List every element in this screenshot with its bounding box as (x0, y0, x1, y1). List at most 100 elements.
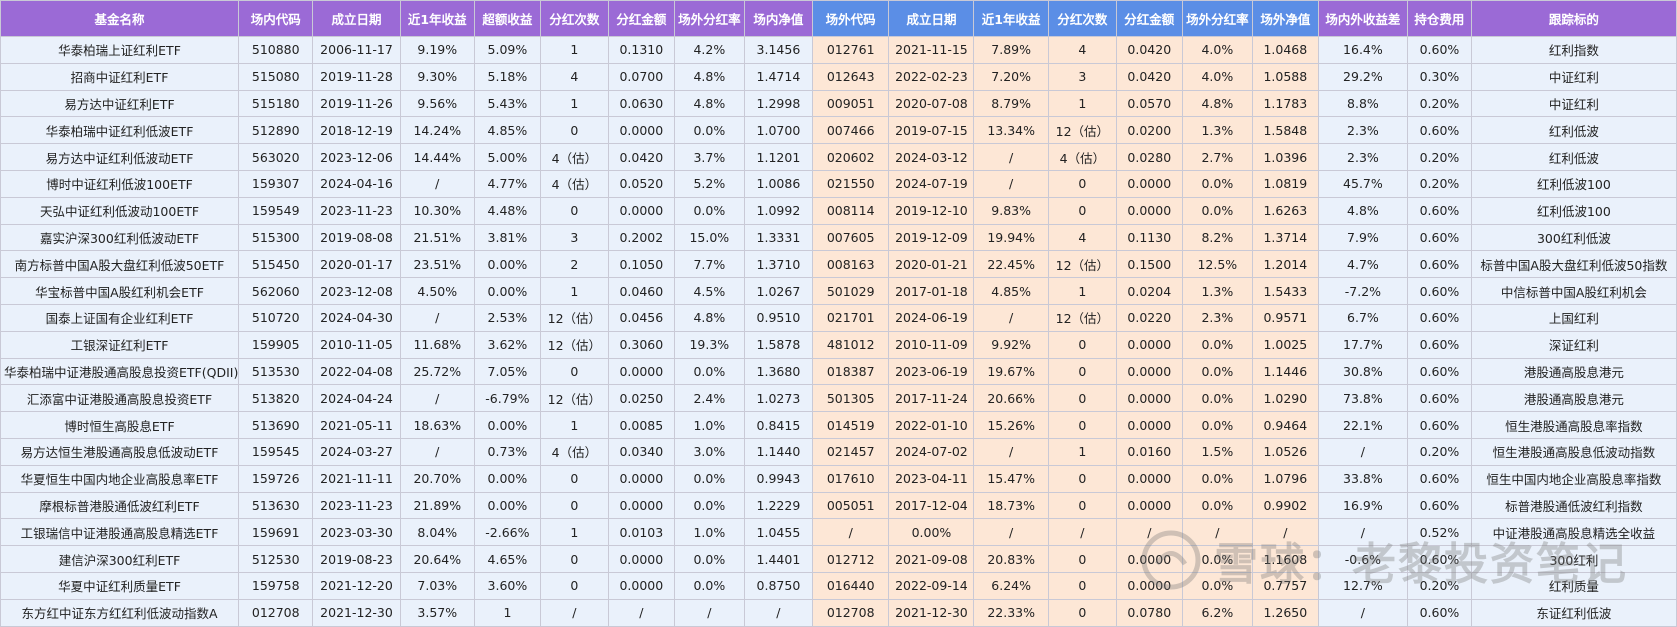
cell-excess-return: 1 (473, 598, 541, 627)
cell-onsite-code: 515450 (238, 250, 314, 279)
cell-return-spread: / (1317, 518, 1409, 547)
cell-fund-name: 华夏中证红利质量ETF (0, 571, 240, 600)
cell-onsite-nav: 1.0992 (743, 196, 813, 225)
cell-offsite-dividend-rate: 0.0% (1181, 464, 1253, 493)
cell-fund-name: 华泰柏瑞中证红利低波ETF (0, 116, 240, 145)
header-inception-date: 成立日期 (312, 0, 401, 37)
cell-offsite-nav: 0.9571 (1251, 303, 1319, 332)
cell-tracking-index: 上国红利 (1470, 303, 1677, 332)
cell-offsite-dividend-rate: / (1181, 518, 1253, 547)
cell-excess-return: 3.81% (473, 223, 541, 252)
cell-offsite-dividend-count: 1 (1047, 89, 1117, 118)
cell-fund-name: 工银深证红利ETF (0, 330, 240, 359)
cell-excess-return: 5.00% (473, 143, 541, 171)
cell-offsite-dividend-amount: 0.0570 (1115, 89, 1183, 118)
cell-offsite-1y-return: 18.73% (973, 491, 1049, 520)
cell-offsite-dividend-amount: 0.0204 (1115, 277, 1183, 305)
cell-offsite-dividend-rate: 0.0% (1181, 357, 1253, 386)
cell-holding-fee: 0.60% (1407, 116, 1472, 145)
cell-onsite-nav: 1.3710 (743, 250, 813, 279)
cell-excess-return: 2.53% (473, 303, 541, 332)
table-row: 华夏恒生中国内地企业高股息率ETF 159726 2021-11-11 20.70% 0… (0, 464, 1677, 493)
cell-onsite-code: 159307 (238, 169, 314, 198)
cell-1y-return: / (399, 384, 475, 413)
cell-1y-return: 23.51% (399, 250, 475, 279)
cell-offsite-dividend-rate: 1.0% (673, 518, 745, 547)
cell-onsite-nav: 1.0700 (743, 116, 813, 145)
cell-fund-name: 华泰柏瑞中证港股通高股息投资ETF(QDII) (0, 357, 240, 386)
cell-fund-name: 易方达中证红利低波动ETF (0, 143, 240, 171)
cell-dividend-amount: 0.0420 (607, 143, 675, 171)
cell-tracking-index: 中证红利 (1470, 89, 1677, 118)
cell-offsite-dividend-rate: 4.0% (1181, 62, 1253, 91)
cell-inception-date: 2021-12-30 (312, 598, 401, 627)
cell-offsite-dividend-amount: 0.0000 (1115, 357, 1183, 386)
cell-offsite-dividend-rate: 4.0% (1181, 36, 1253, 64)
cell-dividend-amount: 0.0520 (607, 169, 675, 198)
cell-holding-fee: 0.60% (1407, 464, 1472, 493)
cell-tracking-index: 港股通高股息港元 (1470, 384, 1677, 413)
cell-offsite-dividend-rate: 0.0% (1181, 571, 1253, 600)
cell-offsite-dividend-amount: 0.0000 (1115, 464, 1183, 493)
cell-offsite-dividend-amount: 0.0200 (1115, 116, 1183, 145)
cell-offsite-dividend-amount: 0.0000 (1115, 411, 1183, 439)
cell-onsite-code: 012708 (238, 598, 314, 627)
cell-offsite-dividend-rate: 3.0% (673, 437, 745, 466)
cell-offsite-1y-return: 20.66% (973, 384, 1049, 413)
cell-holding-fee: 0.60% (1407, 196, 1472, 225)
cell-offsite-nav: 1.6263 (1251, 196, 1319, 225)
header-dividend-count: 分红次数 (539, 0, 609, 37)
cell-offsite-1y-return: 9.92% (973, 330, 1049, 359)
cell-1y-return: 9.56% (399, 89, 475, 118)
cell-return-spread: 12.7% (1317, 571, 1409, 600)
cell-fund-name: 华宝标普中国A股红利机会ETF (0, 277, 240, 305)
table-row: 华泰柏瑞上证红利ETF 510880 2006-11-17 9.19% 5.09% 1 0.… (0, 36, 1677, 64)
cell-offsite-dividend-rate: 4.5% (673, 277, 745, 305)
cell-offsite-nav: 1.2650 (1251, 598, 1319, 627)
cell-offsite-code: 005051 (811, 491, 890, 520)
cell-dividend-amount: 0.0000 (607, 545, 675, 573)
table-row: 国泰上证国有企业红利ETF 510720 2024-04-30/2.53% 12（估）… (0, 303, 1677, 332)
cell-offsite-inception-date: 2019-12-09 (888, 223, 975, 252)
cell-return-spread: 6.7% (1317, 303, 1409, 332)
cell-dividend-amount: 0.0000 (607, 116, 675, 145)
cell-onsite-nav: 1.0267 (743, 277, 813, 305)
cell-offsite-code: 481012 (811, 330, 890, 359)
cell-offsite-inception-date: 2010-11-09 (888, 330, 975, 359)
cell-dividend-amount: 0.0000 (607, 196, 675, 225)
cell-dividend-count: 0 (539, 545, 609, 573)
cell-offsite-1y-return: 9.83% (973, 196, 1049, 225)
cell-inception-date: 2022-04-08 (312, 357, 401, 386)
cell-dividend-amount: / (607, 598, 675, 627)
cell-excess-return: 4.77% (473, 169, 541, 198)
cell-inception-date: 2023-11-23 (312, 196, 401, 225)
cell-1y-return: 10.30% (399, 196, 475, 225)
cell-offsite-inception-date: 2023-06-19 (888, 357, 975, 386)
cell-1y-return: / (399, 169, 475, 198)
cell-fund-name: 汇添富中证港股通高股息投资ETF (0, 384, 240, 413)
cell-offsite-dividend-count: 1 (1047, 277, 1117, 305)
cell-return-spread: 45.7% (1317, 169, 1409, 198)
cell-dividend-amount: 0.0340 (607, 437, 675, 466)
cell-offsite-dividend-count: 0 (1047, 598, 1117, 627)
cell-offsite-code: 016440 (811, 571, 890, 600)
cell-offsite-dividend-rate: 0.0% (673, 357, 745, 386)
cell-offsite-1y-return: / (973, 303, 1049, 332)
cell-fund-name: 天弘中证红利低波动100ETF (0, 196, 240, 225)
cell-offsite-inception-date: 2022-09-14 (888, 571, 975, 600)
cell-inception-date: 2020-01-17 (312, 250, 401, 279)
cell-offsite-nav: 1.5433 (1251, 277, 1319, 305)
cell-offsite-dividend-amount: 0.0420 (1115, 36, 1183, 64)
table-row: 易方达中证红利低波动ETF 563020 2023-12-06 14.44% 5.00%… (0, 143, 1677, 171)
cell-offsite-dividend-rate: 3.7% (673, 143, 745, 171)
cell-offsite-dividend-count: 0 (1047, 411, 1117, 439)
cell-offsite-dividend-rate: 5.2% (673, 169, 745, 198)
cell-offsite-code: 021701 (811, 303, 890, 332)
cell-offsite-nav: 1.0526 (1251, 437, 1319, 466)
cell-offsite-inception-date: 0.00% (888, 518, 975, 547)
cell-offsite-1y-return: 8.79% (973, 89, 1049, 118)
cell-fund-name: 嘉实沪深300红利低波动ETF (0, 223, 240, 252)
cell-offsite-dividend-count: 0 (1047, 491, 1117, 520)
cell-offsite-dividend-count: 0 (1047, 464, 1117, 493)
cell-offsite-1y-return: 7.89% (973, 36, 1049, 64)
